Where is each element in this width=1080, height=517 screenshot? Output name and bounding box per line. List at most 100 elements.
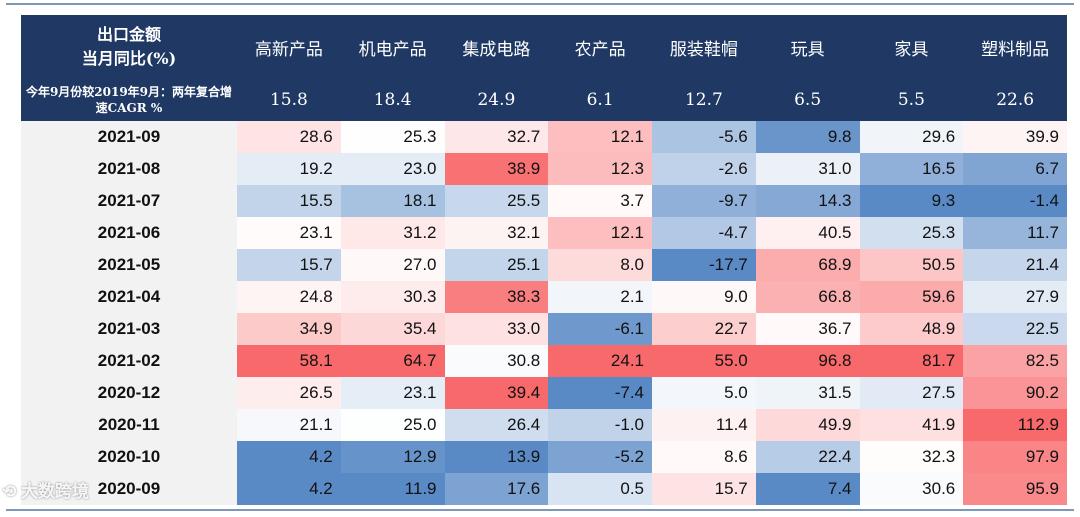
header-title-line1: 出口金额	[96, 25, 161, 44]
heatmap-cell: 112.9	[963, 409, 1067, 441]
heatmap-cell: 3.7	[548, 185, 652, 217]
heatmap-cell: 81.7	[859, 345, 964, 377]
row-label: 2021-02	[21, 345, 237, 377]
column-header: 塑料制品	[963, 15, 1067, 79]
heatmap-cell: 68.9	[755, 249, 860, 281]
heatmap-cell: 30.3	[340, 281, 445, 313]
heatmap-cell: 95.9	[963, 473, 1067, 505]
column-header: 机电产品	[340, 15, 445, 79]
heatmap-cell: 22.4	[755, 441, 860, 473]
cagr-value: 6.1	[548, 79, 652, 121]
watermark-logo: ⟲ 大数跨境	[2, 482, 89, 502]
row-label: 2020-10	[21, 441, 237, 473]
heatmap-cell: 15.7	[652, 473, 756, 505]
heatmap-cell: 2.1	[548, 281, 652, 313]
heatmap-cell: 15.5	[237, 185, 341, 217]
heatmap-cell: 25.3	[859, 217, 964, 249]
heatmap-cell: 96.8	[755, 345, 860, 377]
heatmap-cell: 6.7	[963, 153, 1067, 185]
table-row: 2021-08 19.2 23.0 38.9 12.3 -2.6 31.0 16.5 6.7	[21, 153, 1067, 185]
header-title-line2: 当月同比(%)	[81, 49, 177, 68]
heatmap-cell: 28.6	[237, 121, 341, 153]
heatmap-cell: 12.9	[340, 441, 445, 473]
cagr-value: 15.8	[237, 79, 341, 121]
heatmap-cell: 11.4	[652, 409, 756, 441]
heatmap-table: 出口金额 当月同比(%) 高新产品 机电产品 集成电路 农产品 服装鞋帽 玩具 家具 塑料制品 …	[21, 15, 1067, 505]
watermark-text: 大数跨境	[20, 482, 89, 501]
heatmap-cell: 9.0	[652, 281, 756, 313]
table-row: 2021-06 23.1 31.2 32.1 12.1 -4.7 40.5 25.3 11.7	[21, 217, 1067, 249]
heatmap-cell: -9.7	[652, 185, 756, 217]
table-row: 2021-04 24.8 30.3 38.3 2.1 9.0 66.8 59.6 27.9	[21, 281, 1067, 313]
heatmap-cell: 17.6	[444, 473, 549, 505]
heatmap-cell: -6.1	[548, 313, 652, 345]
heatmap-cell: -2.6	[652, 153, 756, 185]
heatmap-cell: 15.7	[237, 249, 341, 281]
row-label: 2020-11	[21, 409, 237, 441]
column-header: 集成电路	[444, 15, 549, 79]
table-row: 2021-09 28.6 25.3 32.7 12.1 -5.6 9.8 29.6 39.9	[21, 121, 1067, 153]
heatmap-cell: 49.9	[755, 409, 860, 441]
row-label: 2021-06	[21, 217, 237, 249]
heatmap-cell: 16.5	[859, 153, 964, 185]
heatmap-cell: 7.4	[755, 473, 860, 505]
row-label: 2021-07	[21, 185, 237, 217]
heatmap-cell: 30.6	[859, 473, 964, 505]
table-row: 2021-07 15.5 18.1 25.5 3.7 -9.7 14.3 9.3 -1.4	[21, 185, 1067, 217]
table-row: 2021-02 58.1 64.7 30.8 24.1 55.0 96.8 81.7 82.5	[21, 345, 1067, 377]
heatmap-cell: 29.6	[859, 121, 964, 153]
heatmap-cell: 23.0	[340, 153, 445, 185]
heatmap-cell: -7.4	[548, 377, 652, 409]
heatmap-cell: 24.8	[237, 281, 341, 313]
heatmap-cell: 11.7	[963, 217, 1067, 249]
heatmap-cell: 21.4	[963, 249, 1067, 281]
heatmap-cell: 32.3	[859, 441, 964, 473]
heatmap-cell: 64.7	[340, 345, 445, 377]
heatmap-cell: 12.1	[548, 217, 652, 249]
column-header: 高新产品	[237, 15, 341, 79]
heatmap-cell: 4.2	[237, 473, 341, 505]
heatmap-cell: 33.0	[444, 313, 549, 345]
heatmap-cell: 23.1	[340, 377, 445, 409]
cagr-value: 12.7	[652, 79, 756, 121]
heatmap-cell: -1.4	[963, 185, 1067, 217]
heatmap-cell: 97.9	[963, 441, 1067, 473]
heatmap-cell: 12.3	[548, 153, 652, 185]
row-label: 2021-09	[21, 121, 237, 153]
heatmap-cell: 25.5	[444, 185, 549, 217]
heatmap-cell: 21.1	[237, 409, 341, 441]
heatmap-cell: 31.0	[755, 153, 860, 185]
heatmap-cell: 40.5	[755, 217, 860, 249]
heatmap-cell: 26.5	[237, 377, 341, 409]
heatmap-cell: 0.5	[548, 473, 652, 505]
cagr-value: 5.5	[859, 79, 964, 121]
heatmap-cell: 14.3	[755, 185, 860, 217]
heatmap-cell: 55.0	[652, 345, 756, 377]
row-label: 2021-04	[21, 281, 237, 313]
heatmap-cell: 58.1	[237, 345, 341, 377]
heatmap-cell: 9.3	[859, 185, 964, 217]
heatmap-cell: 27.0	[340, 249, 445, 281]
heatmap-cell: 27.9	[963, 281, 1067, 313]
heatmap-cell: -17.7	[652, 249, 756, 281]
heatmap-cell: 39.9	[963, 121, 1067, 153]
heatmap-cell: 23.1	[237, 217, 341, 249]
heatmap-cell: 66.8	[755, 281, 860, 313]
column-header: 农产品	[548, 15, 652, 79]
cagr-label: 今年9月份较2019年9月：两年复合增速CAGR %	[21, 79, 237, 121]
heatmap-cell: 27.5	[859, 377, 964, 409]
column-header: 服装鞋帽	[652, 15, 756, 79]
header-title: 出口金额当月同比(%)	[21, 15, 237, 79]
heatmap-cell: 26.4	[444, 409, 549, 441]
heatmap-cell: 50.5	[859, 249, 964, 281]
heatmap-cell: 19.2	[237, 153, 341, 185]
heatmap-cell: 38.3	[444, 281, 549, 313]
heatmap-cell: 34.9	[237, 313, 341, 345]
heatmap-cell: 32.7	[444, 121, 549, 153]
heatmap-cell: 31.2	[340, 217, 445, 249]
watermark-logo-icon: ⟲	[2, 482, 17, 501]
heatmap-cell: 38.9	[444, 153, 549, 185]
cagr-value: 24.9	[444, 79, 549, 121]
heatmap-cell: 41.9	[859, 409, 964, 441]
heatmap-cell: 9.8	[755, 121, 860, 153]
